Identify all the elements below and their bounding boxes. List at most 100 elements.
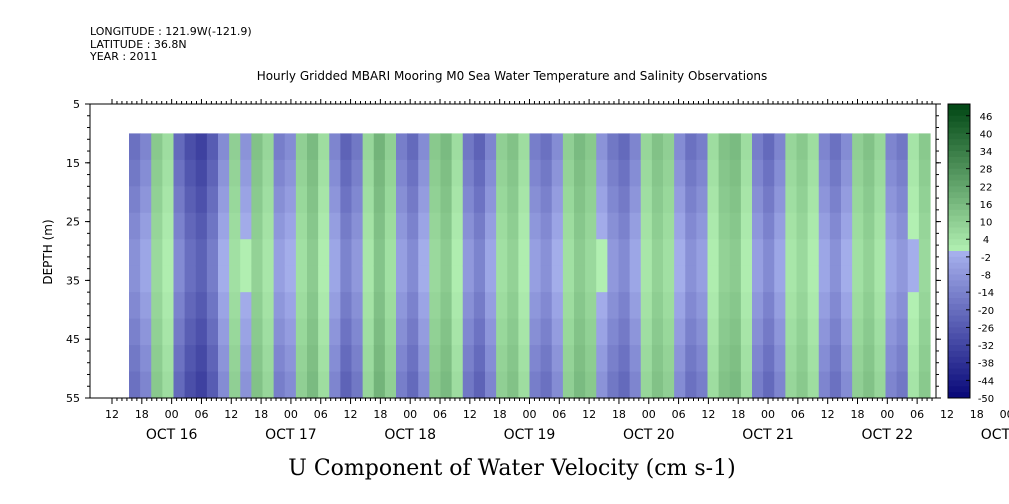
heatmap-cell	[273, 212, 286, 240]
heatmap-cell	[774, 318, 786, 346]
x-hour-label: 12	[463, 408, 477, 421]
heatmap-cell	[740, 239, 753, 267]
heatmap-cell	[774, 159, 786, 187]
heatmap-cell	[407, 318, 419, 346]
heatmap-cell	[685, 265, 697, 293]
heatmap-cell	[384, 318, 397, 346]
heatmap-cell	[496, 133, 508, 161]
heatmap-cell	[918, 371, 931, 399]
heatmap-cell	[896, 371, 909, 399]
heatmap-cell	[440, 159, 453, 187]
heatmap-cell	[485, 318, 497, 346]
heatmap-cell	[863, 159, 875, 187]
heatmap-cell	[918, 159, 931, 187]
heatmap-cell	[507, 292, 519, 320]
heatmap-cell	[429, 239, 442, 267]
heatmap-cell	[440, 371, 453, 399]
heatmap-cell	[540, 318, 553, 346]
heatmap-cell	[718, 318, 731, 346]
heatmap-cell	[140, 159, 152, 187]
heatmap-cell	[485, 292, 497, 320]
heatmap-cell	[485, 212, 497, 240]
heatmap-cell	[496, 265, 508, 293]
heatmap-cell	[151, 186, 163, 214]
heatmap-cell	[585, 159, 597, 187]
chart-title: U Component of Water Velocity (cm s-1)	[288, 456, 735, 481]
heatmap-cell	[896, 239, 909, 267]
heatmap-cells	[129, 133, 931, 399]
heatmap-cell	[651, 159, 664, 187]
heatmap-cell	[629, 371, 642, 399]
heatmap-cell	[251, 371, 264, 399]
heatmap-cell	[574, 345, 586, 373]
heatmap-cell	[829, 318, 842, 346]
heatmap-cell	[173, 239, 186, 267]
heatmap-cell	[518, 265, 531, 293]
heatmap-cell	[618, 265, 631, 293]
heatmap-cell	[262, 371, 275, 399]
heatmap-cell	[284, 159, 297, 187]
heatmap-cell	[195, 292, 208, 320]
heatmap-cell	[707, 318, 720, 346]
heatmap-cell	[351, 133, 364, 161]
heatmap-cell	[418, 265, 430, 293]
heatmap-cell	[318, 371, 330, 399]
heatmap-cell	[307, 133, 319, 161]
heatmap-cell	[618, 212, 631, 240]
heatmap-cell	[318, 133, 330, 161]
heatmap-cell	[362, 371, 375, 399]
heatmap-cell	[351, 318, 364, 346]
x-hour-label: 06	[433, 408, 447, 421]
heatmap-cell	[885, 292, 898, 320]
heatmap-cell	[318, 318, 330, 346]
heatmap-cell	[462, 318, 475, 346]
heatmap-cell	[752, 186, 764, 214]
heatmap-cell	[574, 239, 586, 267]
colorbar-band	[948, 339, 970, 346]
heatmap-cell	[229, 133, 241, 161]
year-label: YEAR : 2011	[89, 50, 158, 63]
heatmap-cell	[718, 239, 731, 267]
colorbar-label: 22	[980, 182, 993, 193]
colorbar-label: 10	[980, 218, 993, 229]
heatmap-cell	[129, 239, 141, 267]
heatmap-cell	[496, 186, 508, 214]
x-hour-label: 06	[910, 408, 924, 421]
heatmap-cell	[396, 212, 408, 240]
heatmap-cell	[707, 265, 720, 293]
heatmap-cell	[451, 159, 464, 187]
heatmap-cell	[462, 239, 475, 267]
latitude-label: LATITUDE : 36.8N	[90, 38, 187, 51]
heatmap-cell	[863, 265, 875, 293]
heatmap-cell	[507, 186, 519, 214]
heatmap-cell	[273, 265, 286, 293]
colorbar-band	[948, 274, 970, 281]
heatmap-cell	[295, 239, 308, 267]
heatmap-cell	[629, 292, 642, 320]
heatmap-cell	[574, 186, 586, 214]
heatmap-cell	[685, 186, 697, 214]
x-date-label: OCT 17	[265, 427, 317, 443]
heatmap-cell	[874, 186, 887, 214]
heatmap-cell	[206, 265, 219, 293]
heatmap-cell	[396, 371, 408, 399]
heatmap-cell	[763, 212, 775, 240]
heatmap-cell	[585, 212, 597, 240]
heatmap-cell	[829, 371, 842, 399]
y-tick-label: 55	[66, 392, 80, 405]
heatmap-cell	[907, 345, 920, 373]
heatmap-cell	[785, 212, 798, 240]
colorbar-label: 46	[980, 112, 993, 123]
heatmap-cell	[774, 239, 786, 267]
heatmap-cell	[373, 265, 386, 293]
colorbar-band	[948, 162, 970, 170]
heatmap-cell	[863, 133, 875, 161]
heatmap-cell	[696, 159, 709, 187]
heatmap-cell	[173, 133, 186, 161]
heatmap-cell	[774, 345, 786, 373]
heatmap-cell	[206, 239, 219, 267]
heatmap-cell	[896, 265, 909, 293]
heatmap-cell	[362, 345, 375, 373]
colorbar-band	[948, 174, 970, 181]
heatmap-cell	[763, 345, 775, 373]
